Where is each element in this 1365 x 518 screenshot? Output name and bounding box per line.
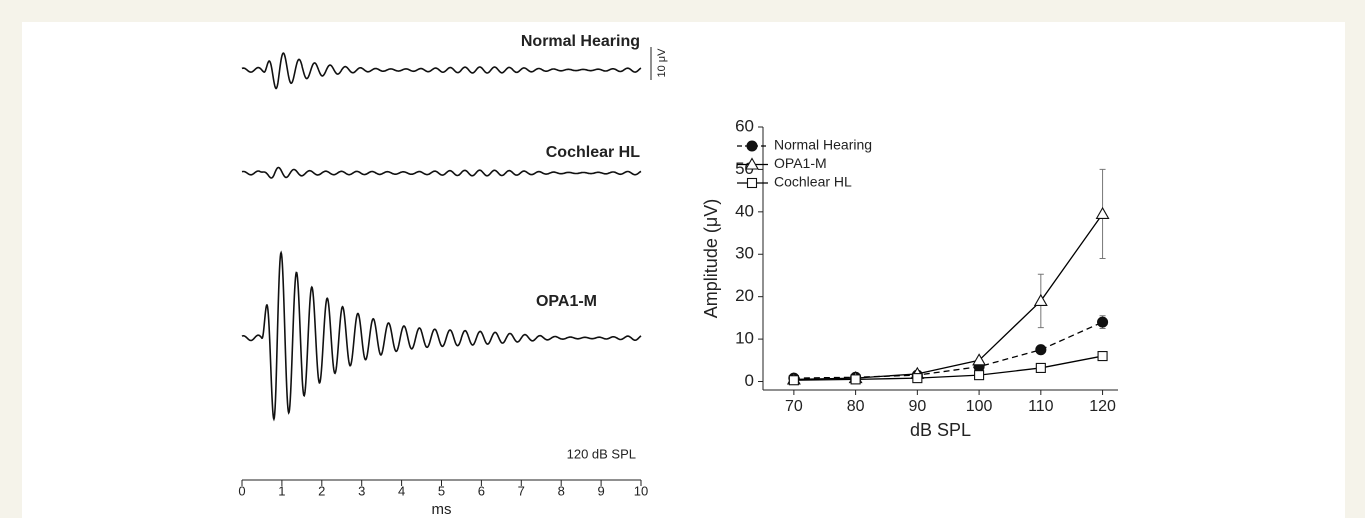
- data-point: [1097, 316, 1109, 328]
- x-tick-label: 0: [238, 483, 245, 498]
- x-tick-label: 8: [558, 483, 565, 498]
- x-tick-label: 10: [634, 483, 648, 498]
- data-point: [850, 374, 861, 385]
- x-tick-label: 120: [1089, 398, 1116, 415]
- legend-label: OPA1-M: [774, 155, 827, 171]
- legend-label: Normal Hearing: [774, 137, 872, 153]
- waveform-trace: [241, 52, 642, 90]
- waveform-trace: [241, 166, 642, 179]
- figure-panel: [22, 22, 1345, 518]
- y-axis-label: Amplitude (μV): [701, 199, 721, 318]
- trace-label: Cochlear HL: [546, 144, 640, 161]
- y-tick-label: 20: [735, 286, 754, 305]
- y-tick-label: 0: [745, 371, 754, 390]
- legend-label: Cochlear HL: [774, 174, 852, 190]
- x-tick-label: 6: [478, 483, 485, 498]
- y-tick-label: 60: [735, 116, 754, 135]
- x-tick-label: 2: [318, 483, 325, 498]
- data-point: [1095, 206, 1110, 220]
- y-tick-label: 30: [735, 244, 754, 263]
- x-tick-label: 4: [398, 483, 405, 498]
- data-point: [1033, 293, 1048, 306]
- x-tick-label: 70: [785, 398, 803, 415]
- y-tick-label: 10: [735, 329, 754, 348]
- scale-bar-label: 10 μV: [656, 48, 668, 78]
- legend-marker: [746, 140, 758, 152]
- x-tick-label: 7: [518, 483, 525, 498]
- x-tick-label: 1: [278, 483, 285, 498]
- trace-label: OPA1-M: [536, 293, 597, 310]
- data-point: [788, 375, 799, 386]
- x-tick-label: 9: [597, 483, 604, 498]
- data-point: [912, 373, 923, 384]
- series-line: [793, 321, 1103, 379]
- annotation: 120 dB SPL: [567, 446, 636, 461]
- series-line: [793, 355, 1103, 381]
- y-tick-label: 40: [735, 201, 754, 220]
- waveform-trace: [241, 250, 642, 422]
- x-tick-label: 110: [1028, 398, 1054, 415]
- x-tick-label: 3: [358, 483, 365, 498]
- series-line: [793, 213, 1104, 381]
- legend-marker: [746, 177, 758, 189]
- data-point: [974, 370, 985, 381]
- x-tick-label: 5: [438, 483, 445, 498]
- data-point: [972, 353, 987, 366]
- legend-marker: [745, 157, 759, 170]
- x-tick-label: 80: [847, 398, 865, 415]
- x-axis-label: dB SPL: [910, 420, 971, 440]
- trace-label: Normal Hearing: [521, 33, 640, 50]
- data-point: [1035, 362, 1046, 373]
- data-point: [1035, 344, 1047, 356]
- x-axis-label: ms: [432, 501, 452, 518]
- x-tick-label: 90: [908, 398, 926, 415]
- data-point: [1097, 351, 1108, 362]
- x-tick-label: 100: [966, 398, 993, 415]
